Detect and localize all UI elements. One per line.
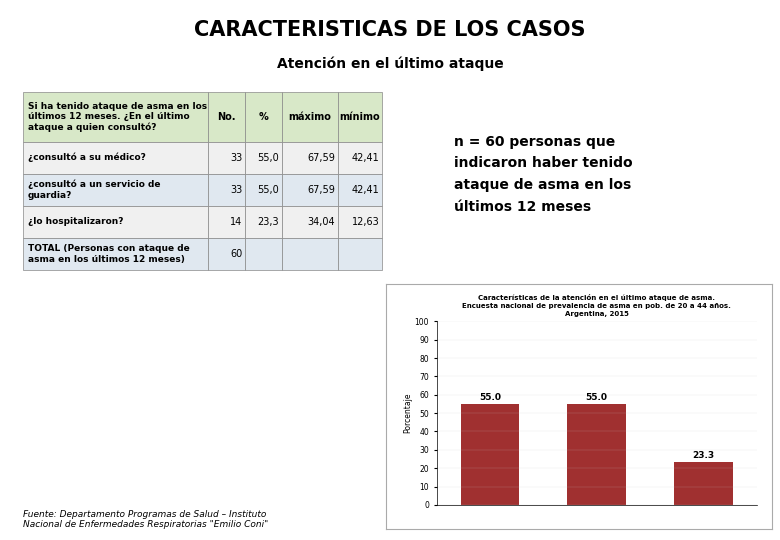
FancyBboxPatch shape [282, 174, 338, 206]
Text: 33: 33 [230, 185, 243, 195]
FancyBboxPatch shape [23, 141, 208, 174]
FancyBboxPatch shape [208, 238, 246, 270]
FancyBboxPatch shape [246, 206, 282, 238]
FancyBboxPatch shape [208, 92, 246, 141]
FancyBboxPatch shape [23, 206, 208, 238]
Text: máximo: máximo [289, 112, 332, 122]
Bar [567, 404, 626, 505]
FancyBboxPatch shape [23, 238, 208, 270]
Text: n = 60 personas que
indicaron haber tenido
ataque de asma en los
últimos 12 mese: n = 60 personas que indicaron haber teni… [454, 134, 633, 214]
FancyBboxPatch shape [246, 174, 282, 206]
Text: 42,41: 42,41 [352, 153, 379, 163]
Text: 14: 14 [230, 217, 243, 227]
Text: 55,0: 55,0 [257, 185, 279, 195]
FancyBboxPatch shape [208, 141, 246, 174]
FancyBboxPatch shape [338, 174, 382, 206]
FancyBboxPatch shape [246, 238, 282, 270]
Text: CARACTERISTICAS DE LOS CASOS: CARACTERISTICAS DE LOS CASOS [194, 21, 586, 40]
Text: ¿consultó a un servicio de
guardia?: ¿consultó a un servicio de guardia? [28, 180, 161, 200]
Bar [461, 404, 519, 505]
Text: 42,41: 42,41 [352, 185, 379, 195]
FancyBboxPatch shape [282, 92, 338, 141]
FancyBboxPatch shape [246, 92, 282, 141]
FancyBboxPatch shape [282, 238, 338, 270]
Text: mínimo: mínimo [340, 112, 381, 122]
Text: 34,04: 34,04 [307, 217, 335, 227]
Text: 33: 33 [230, 153, 243, 163]
Text: Fuente: Departamento Programas de Salud – Instituto
Nacional de Enfermedades Res: Fuente: Departamento Programas de Salud … [23, 510, 268, 529]
Text: 55,0: 55,0 [257, 153, 279, 163]
Text: 23.3: 23.3 [692, 451, 714, 460]
Text: 23,3: 23,3 [257, 217, 279, 227]
FancyBboxPatch shape [338, 206, 382, 238]
Text: 55.0: 55.0 [586, 393, 608, 402]
Text: Atención en el último ataque: Atención en el último ataque [277, 57, 503, 71]
FancyBboxPatch shape [338, 141, 382, 174]
FancyBboxPatch shape [338, 238, 382, 270]
Bar [674, 462, 732, 505]
Text: TOTAL (Personas con ataque de
asma en los últimos 12 meses): TOTAL (Personas con ataque de asma en lo… [28, 244, 190, 264]
Text: 12,63: 12,63 [352, 217, 379, 227]
Y-axis label: Porcentaje: Porcentaje [403, 393, 412, 433]
FancyBboxPatch shape [208, 206, 246, 238]
Title: Características de la atención en el último ataque de asma.
Encuesta nacional de: Características de la atención en el últ… [463, 294, 731, 317]
Text: Si ha tenido ataque de asma en los
últimos 12 meses. ¿En el último
ataque a quie: Si ha tenido ataque de asma en los últim… [28, 102, 207, 132]
FancyBboxPatch shape [282, 141, 338, 174]
FancyBboxPatch shape [23, 174, 208, 206]
Text: 67,59: 67,59 [307, 153, 335, 163]
Text: ¿consultó a su médico?: ¿consultó a su médico? [28, 153, 146, 163]
Text: No.: No. [218, 112, 236, 122]
Text: 60: 60 [230, 249, 243, 259]
Text: 67,59: 67,59 [307, 185, 335, 195]
FancyBboxPatch shape [23, 92, 208, 141]
FancyBboxPatch shape [246, 141, 282, 174]
FancyBboxPatch shape [208, 174, 246, 206]
Text: 55.0: 55.0 [479, 393, 501, 402]
FancyBboxPatch shape [338, 92, 382, 141]
Text: %: % [259, 112, 268, 122]
Text: ¿lo hospitalizaron?: ¿lo hospitalizaron? [28, 218, 123, 226]
FancyBboxPatch shape [282, 206, 338, 238]
